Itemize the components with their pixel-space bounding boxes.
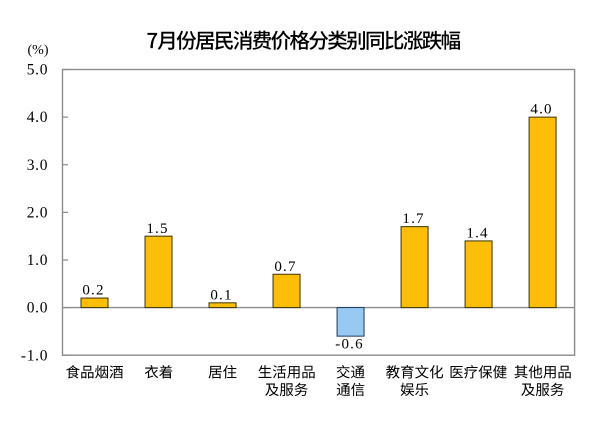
svg-text:1.4: 1.4 xyxy=(466,226,488,242)
svg-text:4.0: 4.0 xyxy=(27,109,48,126)
svg-text:-0.6: -0.6 xyxy=(335,337,364,353)
svg-text:5.0: 5.0 xyxy=(27,62,48,79)
svg-text:1.5: 1.5 xyxy=(146,221,168,237)
svg-text:-1.0: -1.0 xyxy=(21,347,48,364)
svg-text:0.1: 0.1 xyxy=(210,287,232,303)
svg-text:1.0: 1.0 xyxy=(27,252,48,269)
svg-text:4.0: 4.0 xyxy=(530,102,552,118)
svg-text:2.0: 2.0 xyxy=(27,204,48,221)
svg-text:1.7: 1.7 xyxy=(402,211,424,227)
svg-text:(%): (%) xyxy=(28,43,49,58)
svg-text:3.0: 3.0 xyxy=(27,157,48,174)
svg-text:0.2: 0.2 xyxy=(82,283,104,299)
svg-text:0.7: 0.7 xyxy=(274,259,296,275)
svg-text:0.0: 0.0 xyxy=(27,300,48,317)
